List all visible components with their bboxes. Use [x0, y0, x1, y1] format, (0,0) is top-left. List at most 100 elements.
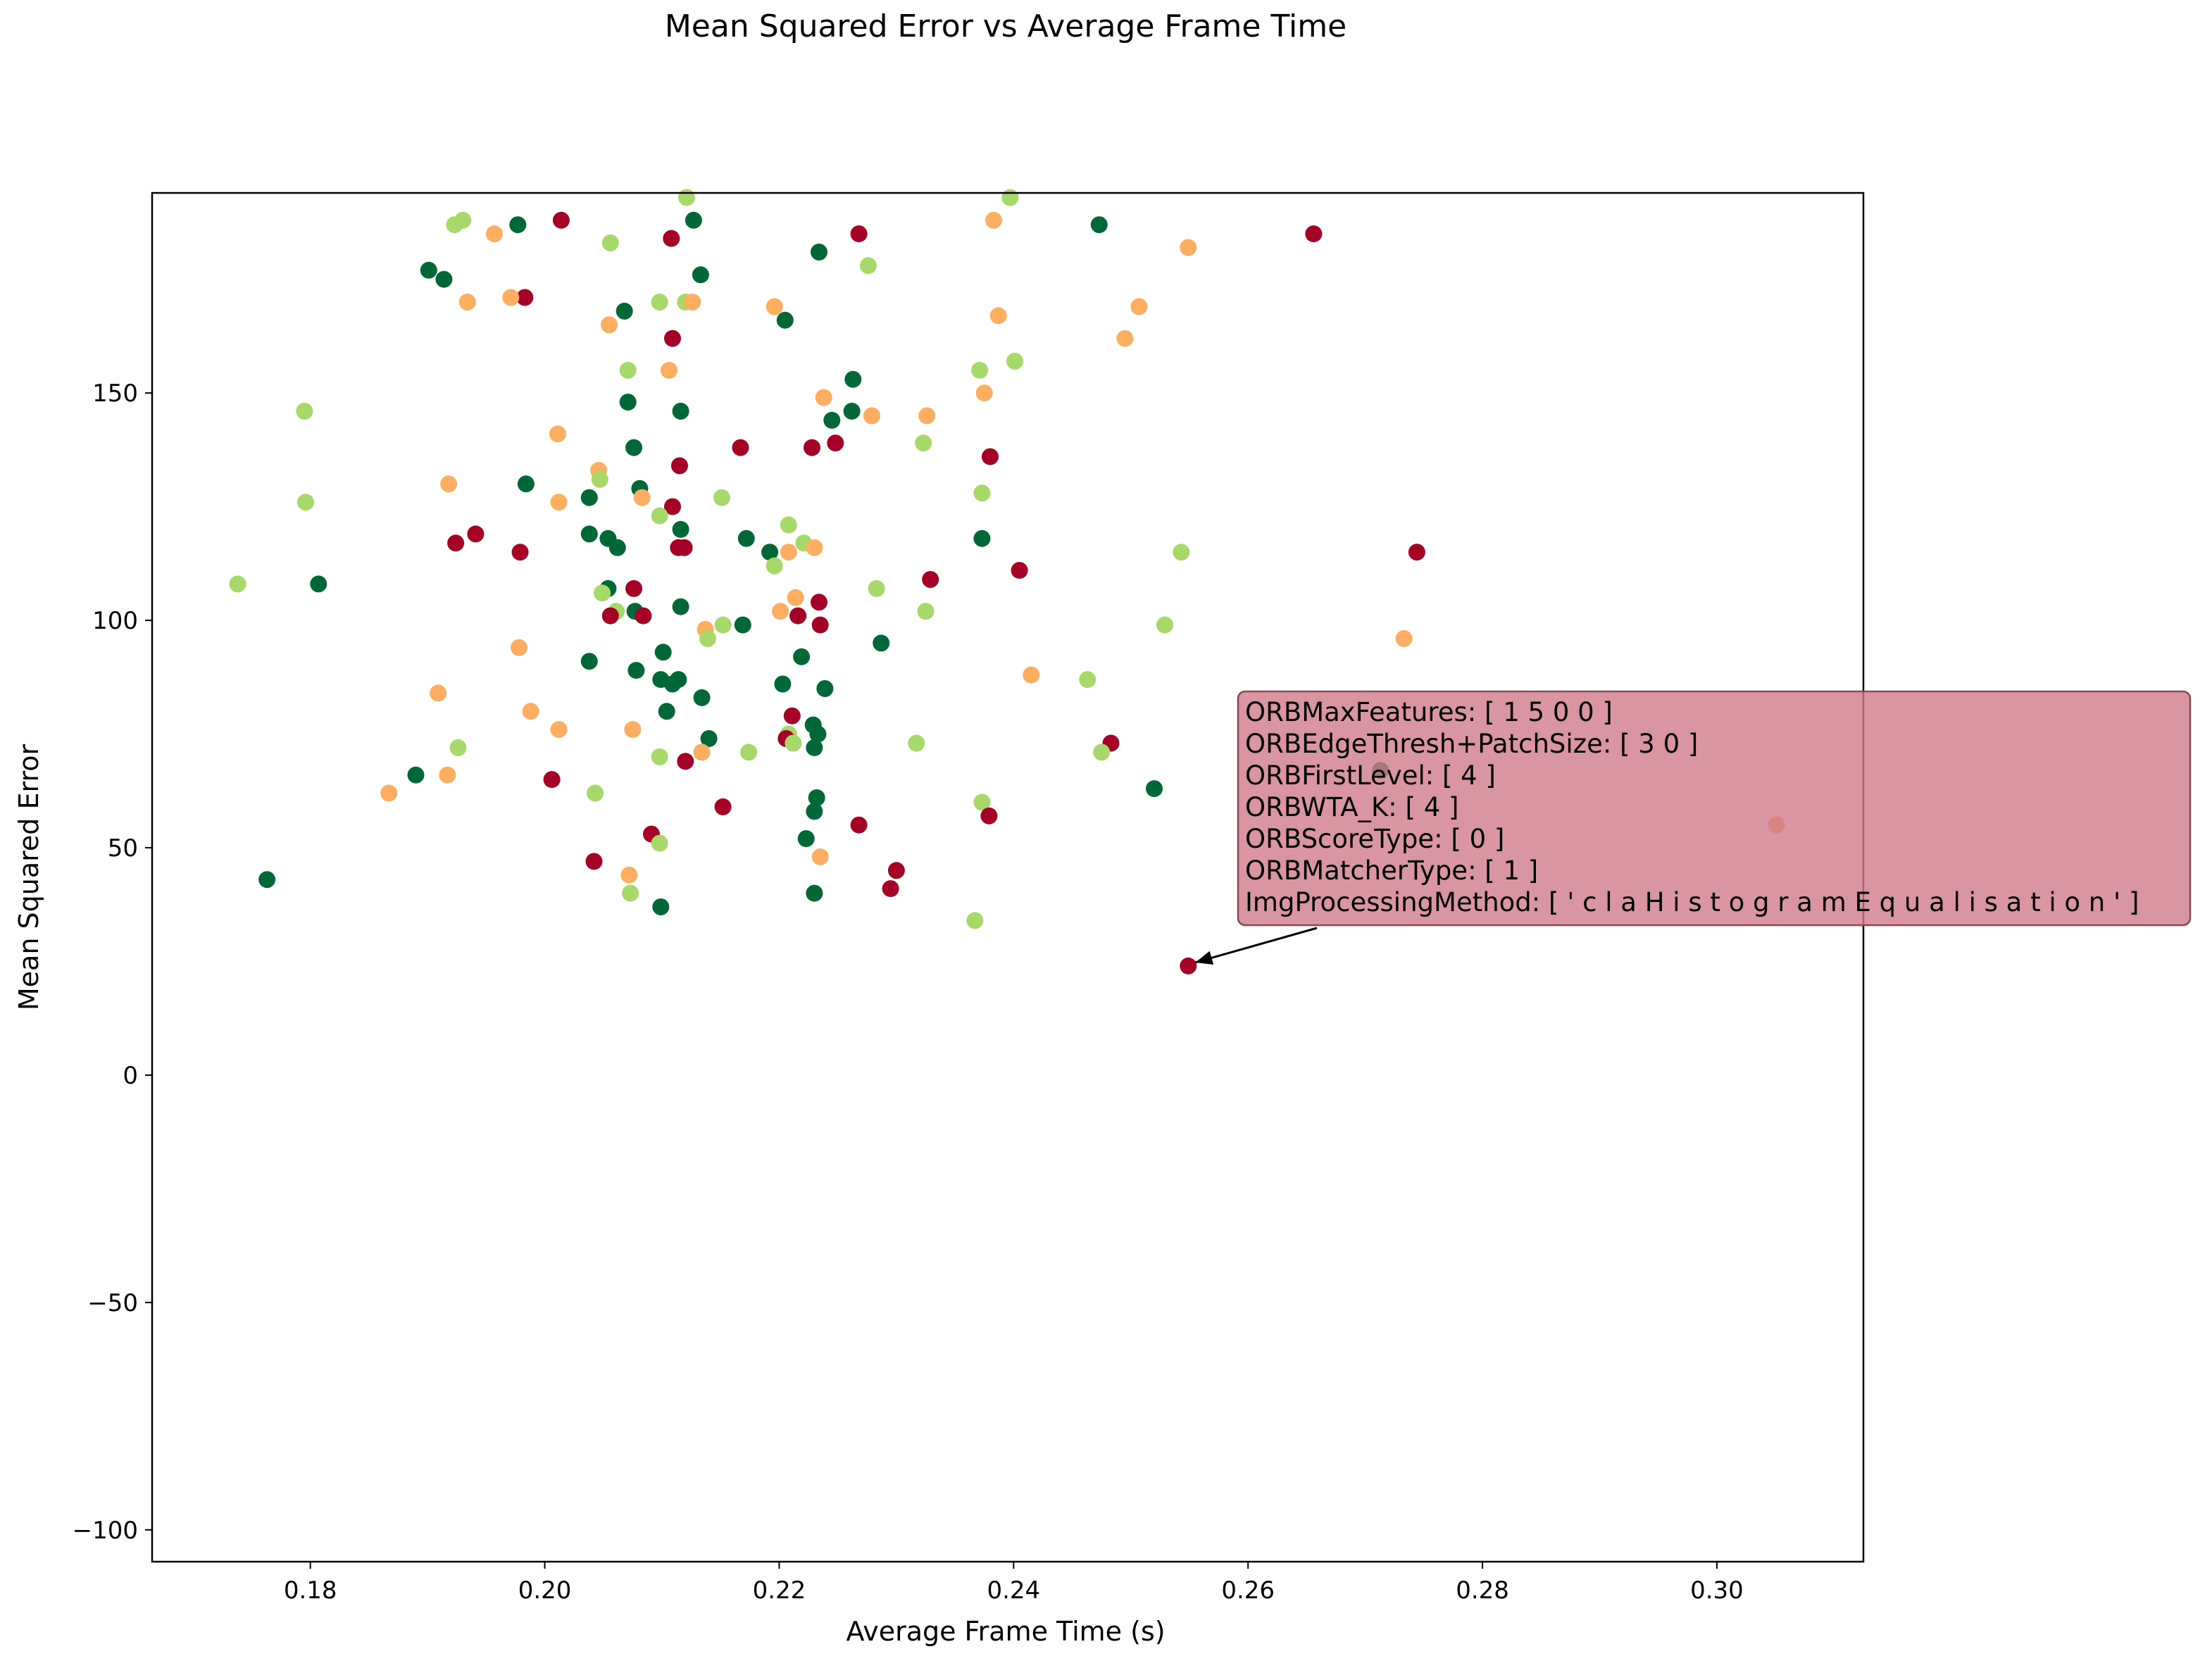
data-point	[310, 575, 327, 593]
annotation-line: ImgProcessingMethod: [ ' c l a H i s t o…	[1245, 887, 2139, 917]
data-point	[700, 730, 718, 747]
x-tick-label: 0.26	[1221, 1576, 1275, 1605]
x-axis-label: Average Frame Time (s)	[846, 1616, 1165, 1647]
data-point	[1023, 666, 1040, 684]
data-point	[1156, 616, 1173, 634]
x-axis-ticks: 0.18 0.20 0.22 0.24 0.26 0.28 0.30	[284, 1562, 1744, 1605]
y-tick-label: 150	[92, 380, 138, 408]
data-point	[685, 211, 702, 229]
data-point	[601, 316, 618, 334]
data-point	[811, 848, 829, 865]
data-point	[550, 721, 568, 739]
data-point	[859, 257, 877, 275]
data-point	[973, 529, 991, 547]
data-point	[873, 634, 890, 652]
y-axis-ticks: −100 −50 0 50 100 150	[73, 380, 152, 1545]
data-point	[678, 189, 695, 206]
data-point	[591, 470, 608, 488]
annotation-line: ORBMatcherType: [ 1 ]	[1245, 855, 1538, 886]
x-tick-label: 0.24	[987, 1576, 1040, 1605]
y-tick-label: 100	[92, 607, 138, 635]
data-point	[882, 880, 899, 898]
data-point	[549, 425, 566, 443]
data-point	[454, 211, 472, 229]
x-tick-label: 0.20	[518, 1576, 572, 1605]
data-point	[732, 439, 749, 456]
data-point	[449, 739, 467, 756]
data-point	[672, 598, 689, 615]
data-point	[973, 794, 991, 811]
data-point	[887, 862, 905, 879]
data-point	[789, 607, 807, 625]
data-point	[684, 294, 701, 311]
annotation-arrow	[1194, 927, 1318, 964]
data-point	[258, 871, 276, 889]
data-point	[229, 575, 246, 593]
data-point	[516, 289, 534, 306]
data-point	[1090, 216, 1108, 234]
data-point	[1093, 744, 1111, 761]
y-tick-label: −100	[73, 1517, 138, 1545]
data-point	[843, 403, 861, 420]
data-point	[675, 539, 693, 556]
data-point	[811, 244, 827, 261]
annotation-box	[1237, 690, 2192, 927]
data-point	[380, 784, 398, 802]
data-point	[811, 616, 829, 634]
data-point	[664, 498, 681, 515]
data-point	[511, 544, 529, 561]
data-point	[1180, 957, 1197, 974]
data-point	[806, 539, 823, 556]
data-point	[766, 298, 783, 315]
data-point	[844, 370, 862, 388]
data-point	[989, 307, 1007, 325]
data-point	[651, 748, 668, 765]
data-point	[1305, 225, 1323, 243]
data-point	[808, 789, 825, 806]
data-point	[625, 439, 643, 456]
data-point	[608, 539, 626, 556]
annotation-line: ORBEdgeThresh+PatchSize: [ 3 0 ]	[1245, 729, 1698, 759]
y-axis-label: Mean Squared Error	[13, 744, 44, 1011]
data-point	[671, 457, 688, 475]
data-point	[601, 607, 619, 625]
data-point	[458, 294, 476, 311]
annotation-line: ORBFirstLevel: [ 4 ]	[1245, 760, 1496, 791]
data-point	[692, 266, 709, 284]
data-point	[420, 261, 437, 279]
data-point	[587, 784, 604, 802]
data-point	[624, 721, 642, 739]
data-point	[467, 525, 485, 543]
data-point	[620, 866, 638, 884]
data-point	[522, 703, 539, 720]
data-point	[982, 448, 999, 465]
y-tick-label: −50	[87, 1289, 138, 1317]
data-point	[734, 616, 751, 634]
data-point	[806, 803, 823, 820]
data-point	[806, 884, 823, 902]
data-point	[296, 403, 313, 420]
annotation-text: ORBMaxFeatures: [ 1 5 0 0 ]ORBEdgeThresh…	[1245, 697, 2139, 917]
data-point	[654, 644, 672, 661]
data-point	[651, 294, 668, 311]
y-tick-label: 50	[108, 834, 138, 863]
data-point	[486, 225, 503, 243]
data-point	[580, 489, 598, 506]
data-point	[761, 544, 779, 561]
data-point	[1006, 353, 1023, 370]
data-point	[785, 734, 802, 752]
data-point	[811, 594, 827, 611]
x-tick-label: 0.22	[753, 1576, 806, 1605]
data-point	[772, 603, 789, 620]
data-point	[1395, 629, 1413, 647]
data-point	[670, 671, 687, 689]
data-point	[915, 434, 932, 452]
data-point	[511, 639, 527, 656]
data-point	[502, 289, 520, 306]
data-point	[625, 579, 643, 597]
data-point	[677, 753, 694, 770]
hover-annotation: ORBMaxFeatures: [ 1 5 0 0 ]ORBEdgeThresh…	[1194, 690, 2192, 965]
data-point	[980, 807, 998, 824]
data-point	[550, 494, 568, 511]
